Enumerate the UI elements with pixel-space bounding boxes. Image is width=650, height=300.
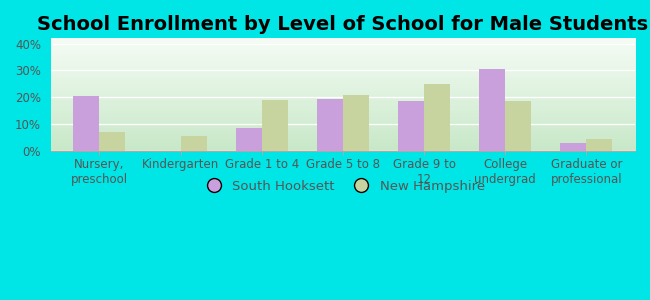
Bar (560, 143, 586, 151)
Bar (343, 94, 369, 151)
Bar (99, 132, 125, 151)
Bar (181, 136, 207, 151)
Bar (317, 98, 343, 151)
Bar (586, 139, 612, 151)
Bar (398, 101, 424, 151)
Bar (505, 101, 531, 151)
Legend: South Hooksett, New Hampshire: South Hooksett, New Hampshire (196, 175, 490, 198)
Bar (479, 69, 505, 151)
Bar (262, 100, 288, 151)
Bar (424, 84, 450, 151)
Title: School Enrollment by Level of School for Male Students: School Enrollment by Level of School for… (37, 15, 649, 34)
Bar (236, 128, 262, 151)
Bar (73, 96, 99, 151)
